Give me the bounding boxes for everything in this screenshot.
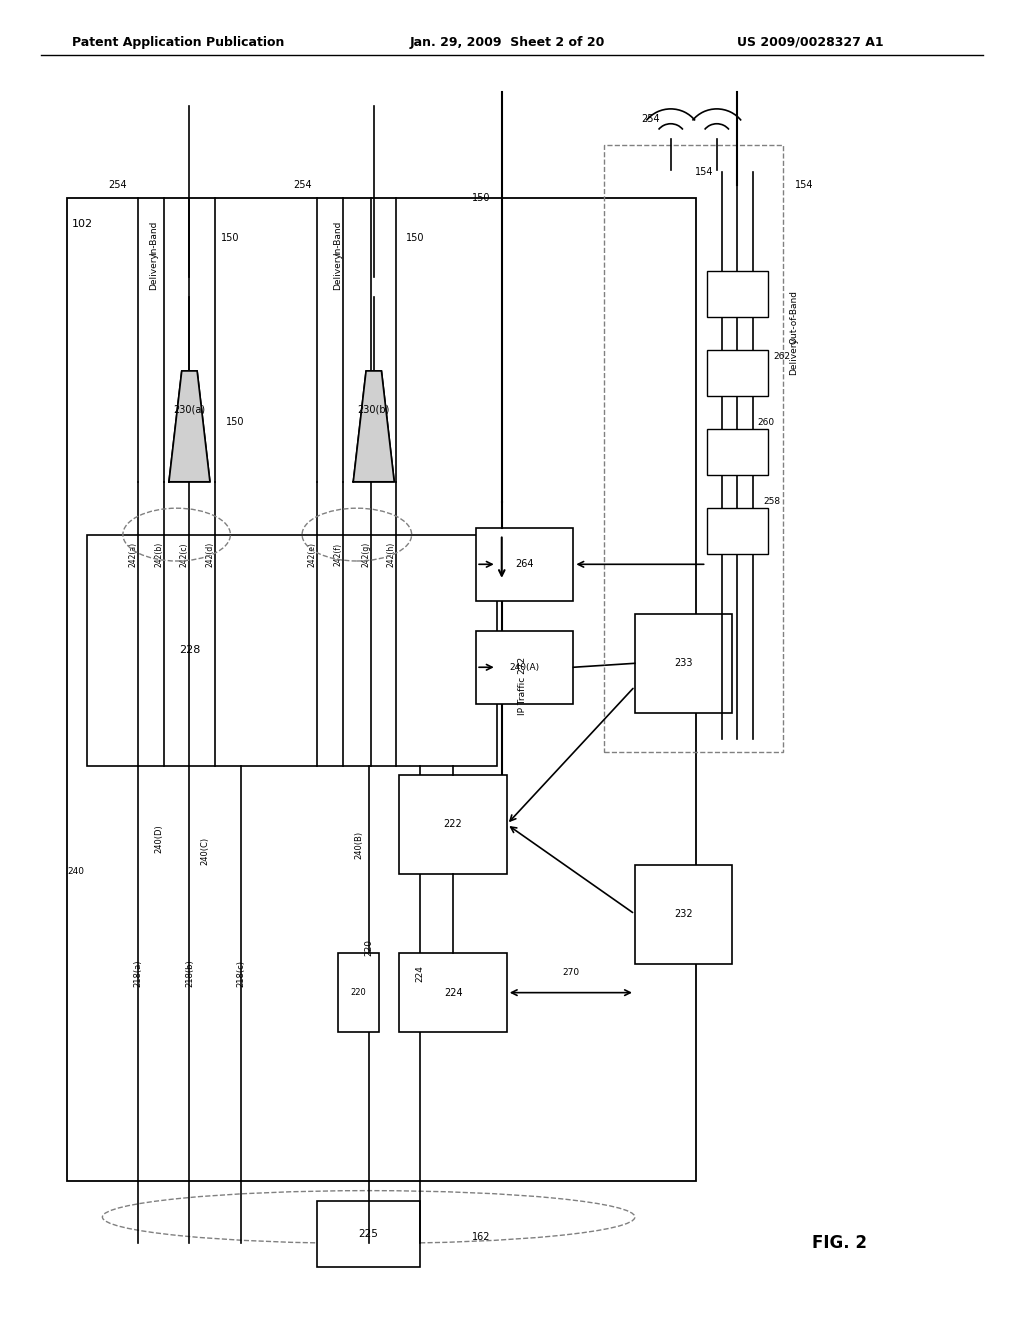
- FancyBboxPatch shape: [338, 953, 379, 1032]
- Text: In-Band: In-Band: [150, 220, 158, 255]
- Text: 240: 240: [68, 867, 84, 875]
- FancyBboxPatch shape: [635, 865, 732, 964]
- Polygon shape: [353, 371, 394, 482]
- FancyBboxPatch shape: [476, 631, 573, 704]
- Text: 254: 254: [641, 114, 659, 124]
- Text: 150: 150: [226, 417, 245, 428]
- FancyBboxPatch shape: [67, 198, 696, 1181]
- Text: 240(A): 240(A): [510, 663, 540, 672]
- Text: 242(h): 242(h): [387, 541, 395, 568]
- Text: 220: 220: [365, 939, 373, 956]
- Text: 260: 260: [758, 418, 775, 426]
- Text: 150: 150: [472, 193, 490, 203]
- Text: Delivery: Delivery: [790, 338, 798, 375]
- Text: 154: 154: [795, 180, 813, 190]
- Text: 258: 258: [763, 498, 780, 506]
- Text: 230(b): 230(b): [357, 404, 390, 414]
- Text: Out-of-Band: Out-of-Band: [790, 290, 798, 343]
- Text: 162: 162: [472, 1232, 490, 1242]
- Text: 262: 262: [773, 352, 791, 360]
- Text: 218(b): 218(b): [185, 960, 194, 987]
- Text: 242(a): 242(a): [129, 541, 137, 568]
- FancyBboxPatch shape: [317, 1201, 420, 1267]
- Text: 242(d): 242(d): [206, 541, 214, 568]
- Text: 242(g): 242(g): [361, 541, 370, 568]
- Text: 270: 270: [562, 969, 580, 977]
- Text: 240(B): 240(B): [354, 830, 362, 859]
- FancyBboxPatch shape: [707, 429, 768, 475]
- Text: 102: 102: [72, 219, 92, 230]
- Polygon shape: [169, 371, 210, 482]
- Text: 242(c): 242(c): [180, 543, 188, 566]
- Text: 233: 233: [674, 659, 693, 668]
- Text: 242(e): 242(e): [308, 543, 316, 566]
- Text: In-Band: In-Band: [334, 220, 342, 255]
- Text: 154: 154: [695, 166, 714, 177]
- Text: Jan. 29, 2009  Sheet 2 of 20: Jan. 29, 2009 Sheet 2 of 20: [410, 36, 605, 49]
- FancyBboxPatch shape: [707, 271, 768, 317]
- Text: 224: 224: [443, 987, 463, 998]
- Text: IP Traffic 272: IP Traffic 272: [518, 657, 526, 715]
- Text: 242(b): 242(b): [155, 541, 163, 568]
- Text: 242(f): 242(f): [334, 543, 342, 566]
- Text: 264: 264: [515, 560, 535, 569]
- Text: Delivery: Delivery: [334, 252, 342, 289]
- FancyBboxPatch shape: [476, 528, 573, 601]
- Text: 218(a): 218(a): [134, 960, 142, 987]
- FancyBboxPatch shape: [707, 350, 768, 396]
- Text: 224: 224: [416, 965, 424, 982]
- Text: 254: 254: [109, 180, 127, 190]
- Text: 225: 225: [358, 1229, 379, 1239]
- Text: 222: 222: [443, 820, 463, 829]
- Text: 218(c): 218(c): [237, 960, 245, 987]
- Text: 150: 150: [221, 232, 240, 243]
- Text: 150: 150: [406, 232, 424, 243]
- FancyBboxPatch shape: [707, 508, 768, 554]
- Text: 254: 254: [293, 180, 311, 190]
- FancyBboxPatch shape: [399, 953, 507, 1032]
- Text: Delivery: Delivery: [150, 252, 158, 289]
- Text: 220: 220: [350, 989, 367, 997]
- Text: 240(C): 240(C): [201, 837, 209, 866]
- FancyBboxPatch shape: [87, 535, 497, 766]
- FancyBboxPatch shape: [399, 775, 507, 874]
- Text: Patent Application Publication: Patent Application Publication: [72, 36, 284, 49]
- Text: US 2009/0028327 A1: US 2009/0028327 A1: [737, 36, 884, 49]
- Text: FIG. 2: FIG. 2: [812, 1234, 867, 1253]
- Text: 230(a): 230(a): [173, 404, 206, 414]
- FancyBboxPatch shape: [635, 614, 732, 713]
- Text: 240(D): 240(D): [155, 824, 163, 853]
- Text: 228: 228: [179, 645, 200, 655]
- Text: 232: 232: [674, 909, 693, 919]
